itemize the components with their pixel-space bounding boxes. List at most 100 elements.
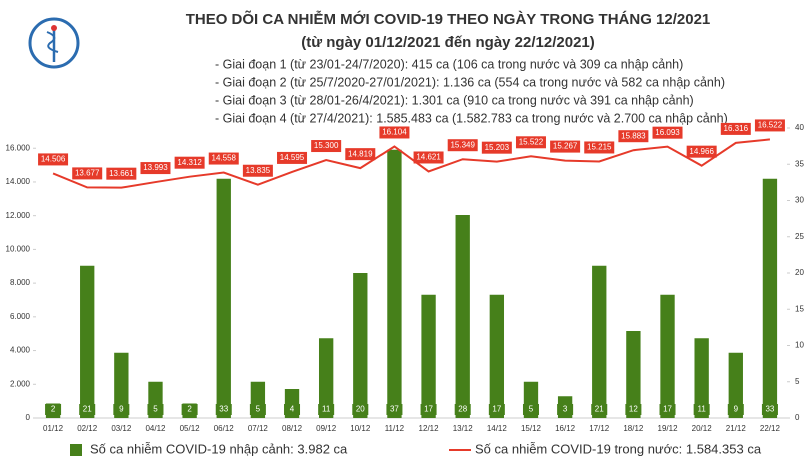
y2-tick-label: 15 xyxy=(795,304,804,313)
line-label: 14.312 xyxy=(177,158,202,167)
line-label-box xyxy=(720,122,751,135)
bar xyxy=(318,338,334,418)
x-tick-label: 16/12 xyxy=(555,424,576,433)
line-label: 16.093 xyxy=(655,128,680,137)
x-tick-label: 18/12 xyxy=(623,424,644,433)
bar-label-box xyxy=(591,404,608,415)
note: - Giai đoạn 4 (từ 27/4/2021): 1.585.483 … xyxy=(215,111,728,125)
line-label-box xyxy=(413,151,444,164)
x-tick-label: 08/12 xyxy=(282,424,303,433)
bar-label-box xyxy=(488,404,505,415)
bar-label: 21 xyxy=(595,405,604,414)
x-tick-label: 22/12 xyxy=(760,424,781,433)
x-tick-label: 13/12 xyxy=(453,424,474,433)
y-tick-label: 16.000 xyxy=(6,143,31,152)
bar xyxy=(80,265,95,418)
line-label: 15.203 xyxy=(485,143,510,152)
bar-label-box xyxy=(727,404,744,415)
bar-label-box xyxy=(45,404,62,415)
legend-label: Số ca nhiễm COVID-19 nhập cảnh: 3.982 ca xyxy=(90,441,348,456)
bar-label-box xyxy=(420,404,437,415)
line-label-box xyxy=(447,139,478,152)
y2-tick-label: 20 xyxy=(795,268,804,277)
y-tick-label: 8.000 xyxy=(10,278,31,287)
x-tick-label: 17/12 xyxy=(589,424,610,433)
bar xyxy=(660,294,675,418)
line-label: 14.506 xyxy=(41,155,66,164)
chart-title: THEO DÕI CA NHIỄM MỚI COVID-19 THEO NGÀY… xyxy=(186,10,711,28)
x-tick-label: 10/12 xyxy=(350,424,371,433)
x-tick-label: 02/12 xyxy=(77,424,98,433)
bar-label-box xyxy=(113,404,130,415)
line xyxy=(52,138,771,189)
bar xyxy=(762,178,778,418)
bar-label-box xyxy=(522,404,539,415)
bar-label: 21 xyxy=(83,405,92,414)
x-tick-label: 06/12 xyxy=(214,424,235,433)
legend: Số ca nhiễm COVID-19 nhập cảnh: 3.982 ca… xyxy=(70,441,762,456)
bar-label-box xyxy=(386,404,403,415)
bar-label: 5 xyxy=(153,405,158,414)
line-label-box xyxy=(106,167,137,180)
bar-label: 17 xyxy=(663,405,672,414)
line-label-box xyxy=(550,140,581,153)
bar xyxy=(114,352,129,418)
line-label-box xyxy=(242,164,273,177)
x-tick-label: 07/12 xyxy=(248,424,269,433)
line-label: 15.349 xyxy=(450,140,475,149)
line-label: 16.522 xyxy=(758,121,783,130)
line-label-box xyxy=(277,151,308,164)
x-tick-label: 21/12 xyxy=(726,424,747,433)
bar xyxy=(387,149,402,418)
line-label: 15.883 xyxy=(621,131,646,140)
line-label-box xyxy=(345,148,376,161)
bar xyxy=(489,294,505,418)
x-tick-label: 19/12 xyxy=(658,424,679,433)
bar-label-box xyxy=(284,404,301,415)
y-tick-label: 14.000 xyxy=(6,177,31,186)
bar-label-box xyxy=(181,404,198,415)
bar xyxy=(353,273,368,418)
line-label-box xyxy=(584,141,615,154)
x-tick-label: 05/12 xyxy=(180,424,201,433)
bar-label-box xyxy=(249,404,266,415)
line-label: 13.835 xyxy=(246,166,271,175)
x-tick-label: 01/12 xyxy=(43,424,64,433)
y-tick-label: 10.000 xyxy=(6,245,31,254)
note: - Giai đoạn 2 (từ 25/7/2020-27/01/2021):… xyxy=(215,75,725,89)
note: - Giai đoạn 1 (từ 23/01-24/7/2020): 415 … xyxy=(215,57,683,71)
line-label: 15.522 xyxy=(519,137,544,146)
legend-swatch xyxy=(70,444,82,456)
bar-label-box xyxy=(147,404,164,415)
bar-label: 5 xyxy=(256,405,261,414)
y-tick-label: 0 xyxy=(26,413,31,422)
chart-subtitle: (từ ngày 01/12/2021 đến ngày 22/12/2021) xyxy=(301,34,595,51)
line-label-box xyxy=(174,156,205,169)
line-label: 13.677 xyxy=(75,169,100,178)
line-label-box xyxy=(208,152,239,165)
note: - Giai đoạn 3 (từ 28/01-26/4/2021): 1.30… xyxy=(215,93,694,107)
bar-label: 4 xyxy=(290,405,295,414)
y2-tick-label: 0 xyxy=(795,413,800,422)
bar-label: 28 xyxy=(458,405,467,414)
bar-label-box xyxy=(693,404,710,415)
y2-tick-label: 30 xyxy=(795,196,804,205)
line-label: 16.104 xyxy=(382,128,407,137)
line-label-box xyxy=(686,145,717,158)
bar-label: 5 xyxy=(529,405,534,414)
bar-label-box xyxy=(454,404,471,415)
bar-label: 9 xyxy=(734,405,739,414)
bar xyxy=(626,331,641,418)
bar-label-box xyxy=(557,404,574,415)
bar-label-box xyxy=(625,404,642,415)
line-label-box xyxy=(652,126,683,139)
bar-label: 9 xyxy=(119,405,124,414)
line-label: 14.819 xyxy=(348,149,373,158)
line-label: 13.661 xyxy=(109,169,134,178)
bar-label: 12 xyxy=(629,405,638,414)
line-label: 15.300 xyxy=(314,141,339,150)
bar-label: 11 xyxy=(322,405,331,414)
bar-label: 37 xyxy=(390,405,399,414)
bar-label: 33 xyxy=(219,405,228,414)
